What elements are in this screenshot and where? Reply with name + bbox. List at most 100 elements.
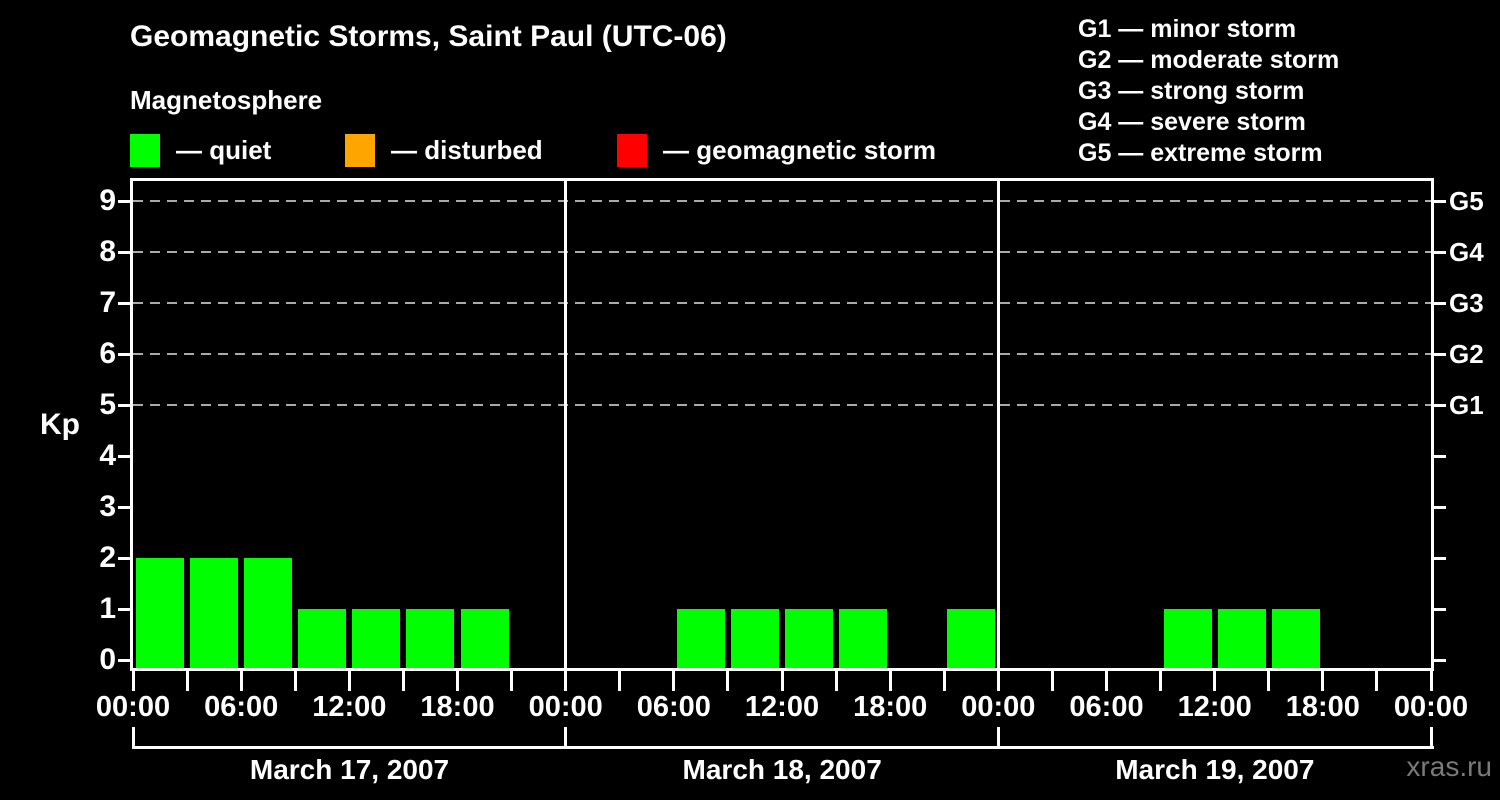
g-legend-line-g4: G4 — severe storm [1078,108,1306,136]
y-tick-label: 4 [99,439,116,472]
kp-bar [136,558,185,668]
x-axis-tick [618,671,622,691]
g-legend-line-g3: G3 — strong storm [1078,77,1305,105]
x-axis-tick [726,671,730,691]
x-axis-tick [1321,671,1325,691]
x-tick-label: 06:00 [1069,691,1144,723]
x-axis-tick [131,671,135,691]
g-level-label: G4 [1449,237,1484,267]
gridline [133,404,1431,406]
x-axis-tick [1159,671,1163,691]
y-tick-label: 0 [99,643,116,676]
legend-item-disturbed: — disturbed [345,132,543,168]
y-axis-tick [118,658,130,662]
right-axis-tick [1434,301,1446,305]
legend-label-disturbed: — disturbed [391,134,543,165]
g-legend-line-g1: G1 — minor storm [1078,15,1297,43]
y-tick-label: 2 [99,541,116,574]
x-axis-tick [239,671,243,691]
legend-label-quiet: — quiet [176,134,272,165]
x-tick-label: 00:00 [528,691,603,723]
y-axis-title: Kp [40,408,80,441]
kp-bar [676,609,725,668]
x-axis-tick [1267,671,1271,691]
x-tick-label: 12:00 [312,691,387,723]
g-level-label: G2 [1449,339,1484,369]
x-axis-tick [347,671,351,691]
y-tick-label: 9 [99,184,116,217]
plot-frame [130,178,1434,671]
panel-divider [564,181,568,668]
y-tick-label: 6 [99,337,116,370]
x-tick-label: 18:00 [420,691,495,723]
kp-bar [298,609,347,668]
bracket-tick [996,727,1000,749]
kp-bar [785,609,834,668]
x-axis-tick [1213,671,1217,691]
right-axis-tick [1434,607,1446,611]
right-axis-tick [1434,556,1446,560]
x-axis-tick [564,671,568,691]
x-axis-tick [510,671,514,691]
x-axis-tick [1429,671,1433,691]
y-axis-tick [118,250,130,254]
y-axis-tick [118,556,130,560]
kp-bar [190,558,239,668]
kp-bar [406,609,455,668]
y-tick-label: 8 [99,235,116,268]
gridline [133,302,1431,304]
y-tick-label: 5 [99,388,116,421]
kp-bar [352,609,401,668]
date-label: March 17, 2007 [249,754,450,785]
right-axis-tick [1434,454,1446,458]
right-axis-tick [1434,250,1446,254]
right-axis-tick [1434,352,1446,356]
y-tick-label: 1 [99,592,116,625]
y-axis-tick [118,403,130,407]
g-legend-line-g2: G2 — moderate storm [1078,46,1340,74]
disturbed-color-swatch [345,133,375,167]
y-axis-tick [118,505,130,509]
gridline [133,200,1431,202]
kp-bar [839,609,888,668]
x-tick-label: 00:00 [961,691,1036,723]
x-axis-tick [1105,671,1108,691]
kp-bar [1217,609,1266,668]
y-axis-tick [118,199,130,203]
x-tick-label: 00:00 [95,691,171,723]
g-legend-line-g5: G5 — extreme storm [1078,139,1323,167]
y-axis-tick [118,607,130,611]
y-axis-tick [118,352,130,356]
storm-color-swatch [617,133,647,167]
g-level-label: G1 [1449,390,1484,420]
g-level-label: G5 [1449,186,1484,216]
x-axis-tick [456,671,459,691]
date-label: March 18, 2007 [682,754,882,785]
y-axis-tick [118,301,130,305]
g-level-label: G3 [1449,288,1484,318]
date-label: March 19, 2007 [1115,754,1315,785]
day-bracket [133,746,1434,749]
x-tick-label: 06:00 [204,691,279,723]
right-axis-tick [1434,403,1446,407]
right-axis-tick [1434,505,1446,509]
gridline [133,251,1431,253]
g-scale-legend: G1 — minor storm G2 — moderate storm G3 … [1078,14,1339,169]
x-tick-label: 06:00 [636,691,711,723]
chart-subtitle: Magnetosphere [130,85,323,115]
x-axis-tick [401,671,405,691]
x-axis-tick [1375,671,1379,691]
legend-item-quiet: — quiet [130,132,271,168]
panel-divider [996,181,1000,668]
x-axis-tick [996,671,1000,691]
kp-bar [1271,609,1320,668]
kp-bar [730,609,779,668]
x-tick-label: 12:00 [1177,691,1252,723]
legend-label-storm: — geomagnetic storm [663,134,937,165]
bracket-tick [131,727,135,749]
x-axis-tick [834,671,838,691]
y-tick-label: 7 [99,286,116,319]
x-axis-tick [942,671,946,691]
bracket-tick [564,727,568,749]
